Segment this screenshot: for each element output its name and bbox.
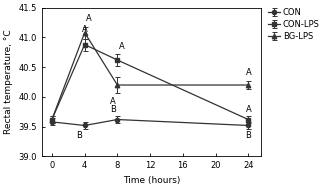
Text: A: A: [245, 105, 251, 114]
Text: A: A: [119, 42, 125, 51]
Text: A: A: [82, 26, 87, 34]
Text: A: A: [86, 14, 92, 22]
X-axis label: Time (hours): Time (hours): [123, 176, 180, 185]
Text: B: B: [245, 131, 251, 140]
Legend: CON, CON-LPS, BG-LPS: CON, CON-LPS, BG-LPS: [267, 7, 320, 42]
Text: A: A: [245, 68, 251, 77]
Text: A: A: [111, 97, 116, 106]
Text: B: B: [76, 131, 82, 140]
Text: B: B: [111, 105, 116, 114]
Y-axis label: Rectal temperature, °C: Rectal temperature, °C: [4, 30, 13, 134]
